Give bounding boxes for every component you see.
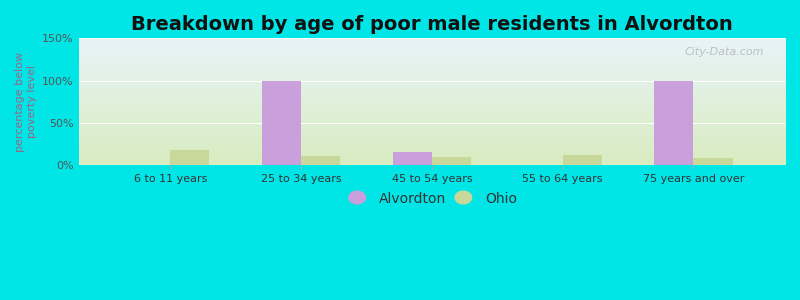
Bar: [694, 158, 733, 165]
Bar: [432, 157, 471, 165]
Bar: [654, 80, 694, 165]
Legend: Alvordton, Ohio: Alvordton, Ohio: [342, 186, 522, 211]
Title: Breakdown by age of poor male residents in Alvordton: Breakdown by age of poor male residents …: [131, 15, 733, 34]
Bar: [562, 155, 602, 165]
Bar: [301, 157, 340, 165]
Text: City-Data.com: City-Data.com: [684, 47, 764, 57]
Y-axis label: percentage below
poverty level: percentage below poverty level: [15, 52, 37, 152]
Bar: [393, 152, 432, 165]
Bar: [262, 80, 301, 165]
Bar: [170, 150, 210, 165]
